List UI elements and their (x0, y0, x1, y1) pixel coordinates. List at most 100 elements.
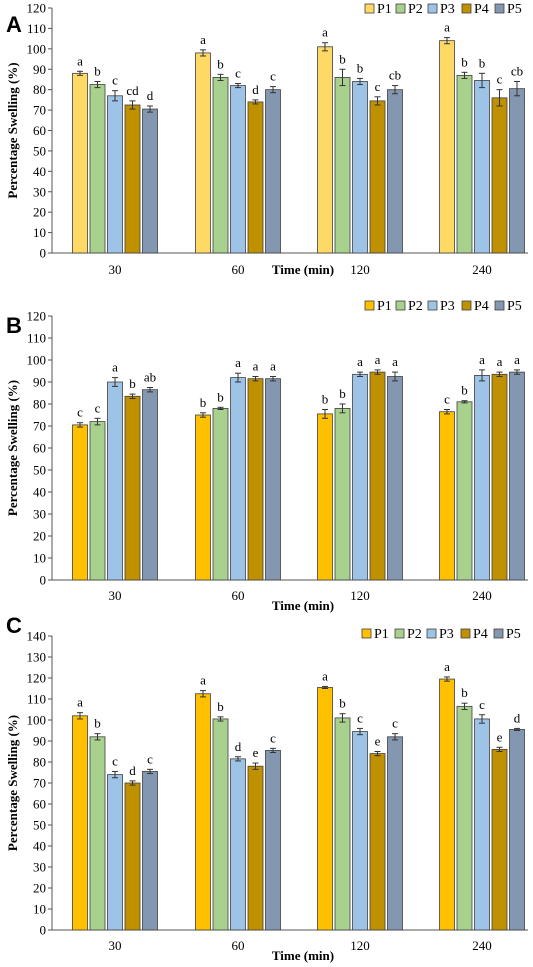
legend-label: P1 (374, 627, 389, 642)
significance-label: e (497, 729, 503, 744)
significance-label: c (270, 69, 276, 84)
panel-letter: B (6, 313, 22, 338)
bar-p3 (230, 85, 246, 254)
bar-p4 (247, 378, 264, 581)
bar-p1 (195, 52, 211, 254)
legend-swatch-p3 (427, 3, 438, 14)
y-axis-title: Percentage Swelling (%) (5, 380, 20, 516)
bar-p4 (491, 749, 508, 931)
bar-p4 (247, 765, 264, 931)
bar-p4 (124, 782, 141, 931)
significance-label: b (94, 64, 101, 79)
x-tick-label: 60 (232, 588, 245, 603)
bar-p5 (387, 736, 403, 931)
significance-label: a (322, 25, 328, 40)
bar-p5 (265, 378, 281, 581)
bar-p5 (142, 771, 158, 931)
bar-p3 (474, 718, 490, 931)
y-tick-label: 20 (33, 205, 46, 220)
significance-label: b (339, 386, 346, 401)
significance-label: b (200, 395, 207, 410)
significance-label: b (217, 699, 224, 714)
x-tick-label: 30 (109, 938, 122, 953)
y-tick-label: 10 (33, 225, 46, 240)
y-tick-label: 20 (33, 529, 46, 544)
y-tick-label: 50 (33, 818, 46, 833)
y-tick-label: 140 (27, 629, 47, 644)
bar-p4 (247, 101, 264, 254)
x-axis-title: Time (min) (272, 262, 334, 277)
significance-label: b (461, 54, 468, 69)
bar-p4 (369, 100, 386, 254)
bar-p2 (334, 407, 351, 581)
significance-label: a (253, 359, 259, 374)
significance-label: cd (126, 83, 139, 98)
significance-label: b (461, 383, 468, 398)
y-tick-label: 30 (33, 860, 46, 875)
significance-label: d (252, 82, 259, 97)
significance-label: a (77, 53, 83, 68)
x-tick-label: 240 (472, 938, 492, 953)
bar-p5 (142, 389, 158, 581)
bar-p5 (387, 89, 403, 254)
chart-panel-c: C 0 10 20 30 40 50 60 70 80 90 100 110 120 130 140 Perce… (5, 613, 528, 963)
significance-label: b (479, 55, 486, 70)
y-axis-title: Percentage Swelling (%) (5, 715, 20, 851)
legend-label: P2 (408, 2, 423, 17)
legend-swatch-p2 (395, 3, 406, 14)
bar-p2 (334, 717, 351, 931)
significance-label: b (217, 389, 224, 404)
legend-swatch-p3 (427, 300, 438, 311)
y-tick-label: 120 (27, 671, 47, 686)
significance-label: cb (389, 68, 401, 83)
bar-p2 (456, 74, 473, 254)
legend-label: P5 (507, 2, 522, 17)
bar-p2 (89, 421, 106, 581)
x-tick-label: 30 (109, 262, 122, 277)
bar-p2 (212, 77, 229, 254)
bar-p4 (491, 97, 508, 254)
significance-label: c (375, 79, 381, 94)
y-tick-label: 30 (33, 184, 46, 199)
y-tick-label: 90 (33, 62, 46, 77)
y-tick-label: 60 (33, 123, 46, 138)
significance-label: b (357, 60, 364, 75)
y-axis-title: Percentage Swelling (%) (5, 62, 20, 198)
significance-label: a (270, 359, 276, 374)
bar-p3 (107, 774, 123, 931)
y-tick-label: 100 (27, 41, 47, 56)
bar-p4 (124, 395, 141, 581)
y-tick-label: 50 (33, 143, 46, 158)
bar-p2 (89, 736, 106, 931)
significance-label: a (444, 20, 450, 35)
significance-label: cb (511, 64, 523, 79)
y-tick-label: 90 (33, 734, 46, 749)
y-tick-label: 90 (33, 375, 46, 390)
significance-label: b (94, 716, 101, 731)
legend-swatch-p4 (461, 300, 472, 311)
bar-p5 (265, 89, 281, 254)
significance-label: a (322, 668, 328, 683)
y-tick-label: 110 (27, 692, 46, 707)
significance-label: b (322, 392, 329, 407)
legend-swatch-p5 (493, 628, 504, 639)
significance-label: d (147, 88, 154, 103)
legend-label: P5 (507, 299, 522, 314)
bar-p1 (317, 46, 333, 254)
x-tick-label: 120 (350, 588, 370, 603)
significance-label: e (253, 745, 259, 760)
legend-label: P1 (377, 2, 392, 17)
bar-p1 (195, 414, 211, 581)
x-tick-label: 240 (472, 262, 492, 277)
significance-label: c (95, 400, 101, 415)
bar-p1 (439, 40, 455, 254)
legend-label: P1 (377, 299, 392, 314)
y-tick-label: 70 (33, 419, 46, 434)
legend-label: P3 (439, 627, 454, 642)
legend-swatch-p4 (460, 628, 471, 639)
legend-swatch-p3 (426, 628, 437, 639)
bar-p2 (212, 718, 229, 931)
bar-p2 (334, 77, 351, 254)
y-tick-label: 0 (40, 923, 47, 938)
y-tick-label: 100 (27, 713, 47, 728)
